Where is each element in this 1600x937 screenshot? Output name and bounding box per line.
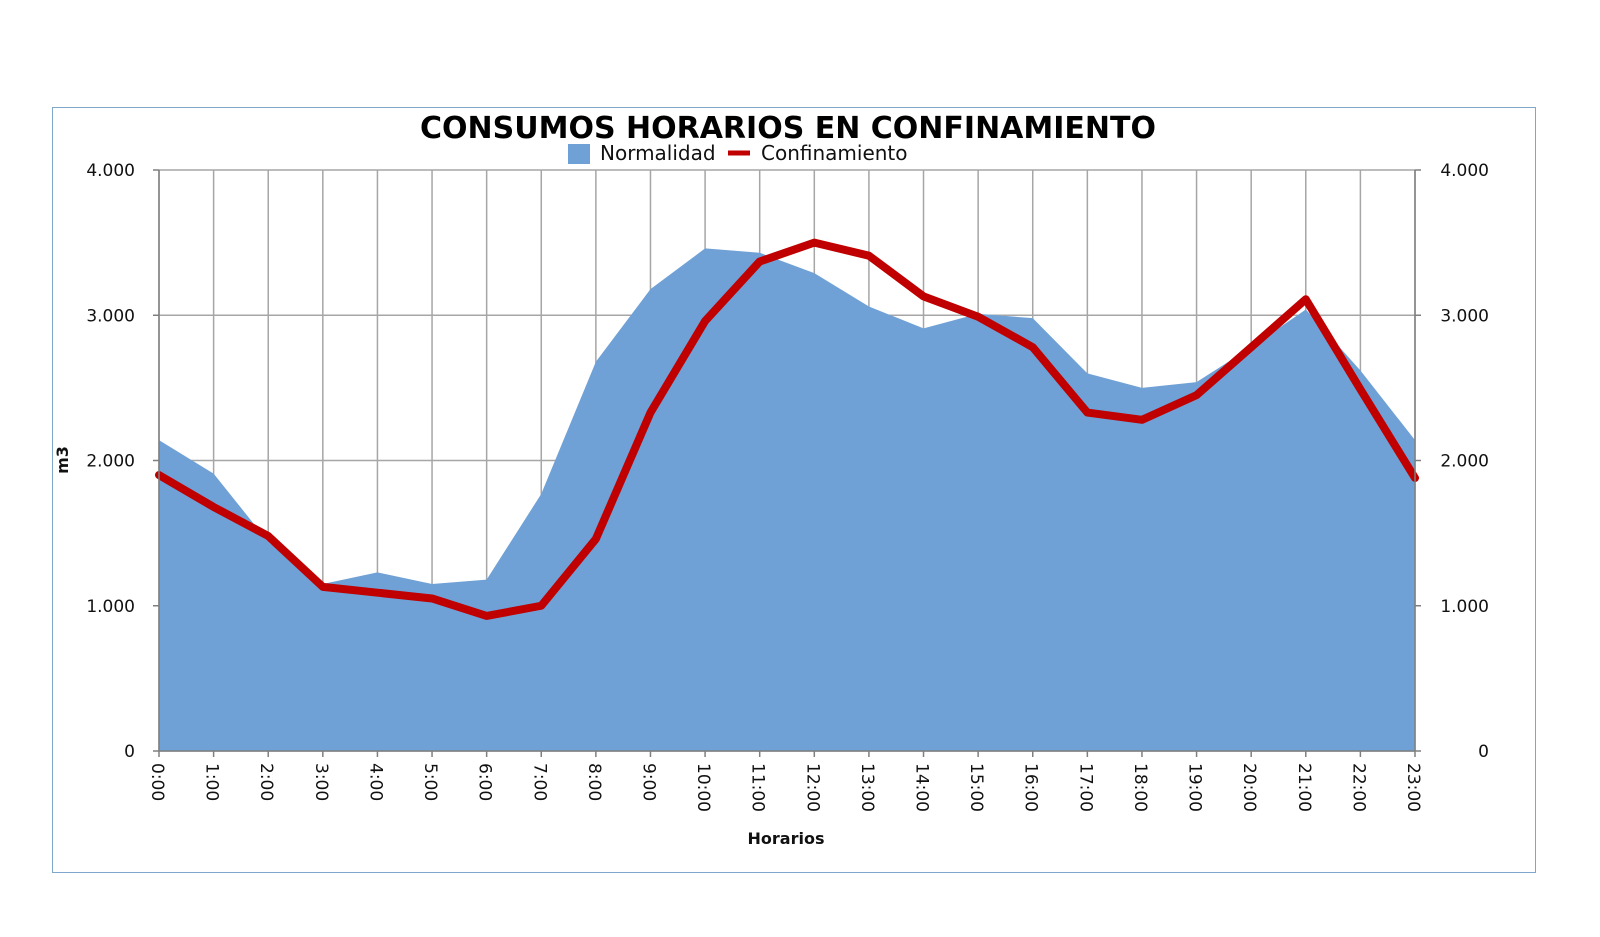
x-tick-label: 0:00 <box>147 763 167 801</box>
y-tick-label-right: 3.000 <box>1440 306 1489 326</box>
x-tick-label: 3:00 <box>311 763 331 801</box>
x-tick-label: 23:00 <box>1403 763 1423 812</box>
chart-title: CONSUMOS HORARIOS EN CONFINAMIENTO <box>420 111 1156 146</box>
x-tick-label: 18:00 <box>1130 763 1150 812</box>
chart-svg: CONSUMOS HORARIOS EN CONFINAMIENTO Norma… <box>53 111 1489 848</box>
x-tick-label: 12:00 <box>802 763 822 812</box>
y-axis-left-ticks: 0 1.000 2.000 3.000 4.000 <box>86 161 159 762</box>
x-tick-label: 1:00 <box>202 763 222 801</box>
x-tick-label: 15:00 <box>966 763 986 812</box>
normalidad-area-layer <box>159 248 1415 751</box>
y-tick-label-right: 0 <box>1478 742 1489 762</box>
x-tick-label: 22:00 <box>1348 763 1368 812</box>
x-tick-label: 5:00 <box>420 763 440 801</box>
legend-swatch-normalidad <box>568 144 590 164</box>
legend: Normalidad Confinamiento <box>568 141 908 165</box>
x-tick-label: 21:00 <box>1294 763 1314 812</box>
y-tick-label-left: 3.000 <box>86 306 135 326</box>
x-tick-label: 10:00 <box>693 763 713 812</box>
confinamiento-line-layer <box>155 238 1419 620</box>
y-tick-label-right: 1.000 <box>1440 597 1489 617</box>
x-tick-label: 4:00 <box>365 763 385 801</box>
x-tick-label: 6:00 <box>475 763 495 801</box>
x-tick-label: 19:00 <box>1185 763 1205 812</box>
x-tick-label: 8:00 <box>584 763 604 801</box>
y-axis-right-ticks: 0 1.000 2.000 3.000 4.000 <box>1415 161 1489 762</box>
x-tick-label: 9:00 <box>638 763 658 801</box>
chart-frame: CONSUMOS HORARIOS EN CONFINAMIENTO Norma… <box>52 107 1536 873</box>
x-tick-label: 16:00 <box>1021 763 1041 812</box>
x-tick-label: 14:00 <box>912 763 932 812</box>
x-axis-title: Horarios <box>748 829 825 848</box>
y-tick-label-left: 0 <box>124 742 135 762</box>
y-tick-label-left: 2.000 <box>86 452 135 472</box>
x-tick-label: 17:00 <box>1075 763 1095 812</box>
y-tick-label-left: 4.000 <box>86 161 135 181</box>
x-axis-ticks: 0:00 1:00 2:00 3:00 4:00 5:00 6:00 7:00 8:00 9:00… <box>147 751 1423 812</box>
x-tick-label: 20:00 <box>1239 763 1259 812</box>
series-line-confinamiento <box>155 238 1419 620</box>
y-tick-label-left: 1.000 <box>86 597 135 617</box>
y-tick-label-right: 2.000 <box>1440 452 1489 472</box>
y-axis-title: m3 <box>53 446 72 474</box>
series-area-normalidad <box>159 248 1415 751</box>
x-tick-label: 11:00 <box>748 763 768 812</box>
x-tick-label: 7:00 <box>529 763 549 801</box>
x-tick-label: 13:00 <box>857 763 877 812</box>
legend-label-normalidad: Normalidad <box>600 141 716 165</box>
y-tick-label-right: 4.000 <box>1440 161 1489 181</box>
legend-label-confinamiento: Confinamiento <box>761 141 908 165</box>
x-tick-label: 2:00 <box>256 763 276 801</box>
